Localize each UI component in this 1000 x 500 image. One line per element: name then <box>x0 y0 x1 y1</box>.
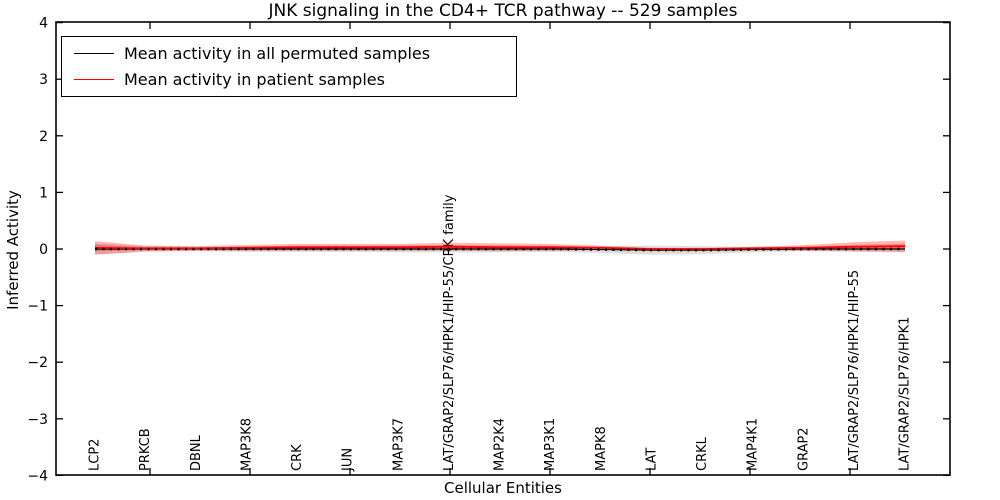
x-tick-label: MAPK8 <box>594 426 609 471</box>
x-tick-label: MAP2K4 <box>493 418 508 471</box>
legend: Mean activity in all permuted samples Me… <box>61 36 517 97</box>
legend-line-swatch-permuted <box>74 53 114 54</box>
legend-item-patient: Mean activity in patient samples <box>62 70 516 89</box>
legend-label-permuted: Mean activity in all permuted samples <box>124 44 431 63</box>
y-tick-label: −2 <box>27 355 48 371</box>
legend-item-permuted: Mean activity in all permuted samples <box>62 44 516 63</box>
x-tick-label: CRKL <box>695 436 710 471</box>
x-tick-label: JUN <box>341 448 356 472</box>
legend-line-swatch-patient <box>74 79 114 80</box>
x-axis-label: Cellular Entities <box>444 479 562 497</box>
x-tick-label: LAT/GRAP2/SLP76/HPK1 <box>898 317 913 471</box>
y-tick-label: −3 <box>27 412 48 428</box>
x-tick-label: MAP4K1 <box>746 418 761 471</box>
x-tick-label: PRKCB <box>138 428 153 471</box>
x-tick-label: MAP3K7 <box>391 418 406 471</box>
y-tick-label: −4 <box>27 468 48 484</box>
y-tick-label: 1 <box>39 185 48 201</box>
chart-title: JNK signaling in the CD4+ TCR pathway --… <box>268 1 738 21</box>
x-tick-label: MAP3K8 <box>239 418 254 471</box>
legend-label-patient: Mean activity in patient samples <box>124 70 385 89</box>
x-tick-label: CRK <box>290 444 305 471</box>
y-tick-label: 0 <box>39 242 48 258</box>
y-axis-label: Inferred Activity <box>4 190 22 310</box>
x-tick-label: LAT/GRAP2/SLP76/HPK1/HIP-55 <box>847 270 862 471</box>
x-tick-label: MAP3K1 <box>543 418 558 471</box>
y-tick-label: 2 <box>39 129 48 145</box>
x-tick-label: LAT <box>644 448 659 471</box>
permuted-markers <box>95 247 905 252</box>
x-tick-label: LCP2 <box>88 439 103 471</box>
x-tick-label: LAT/GRAP2/SLP76/HPK1/HIP-55/CRK family <box>442 194 457 471</box>
y-tick-label: 3 <box>39 72 48 88</box>
x-tick-label: DBNL <box>189 434 204 471</box>
x-tick-label: GRAP2 <box>796 427 811 471</box>
y-tick-label: 4 <box>39 16 48 32</box>
y-tick-label: −1 <box>27 299 48 315</box>
